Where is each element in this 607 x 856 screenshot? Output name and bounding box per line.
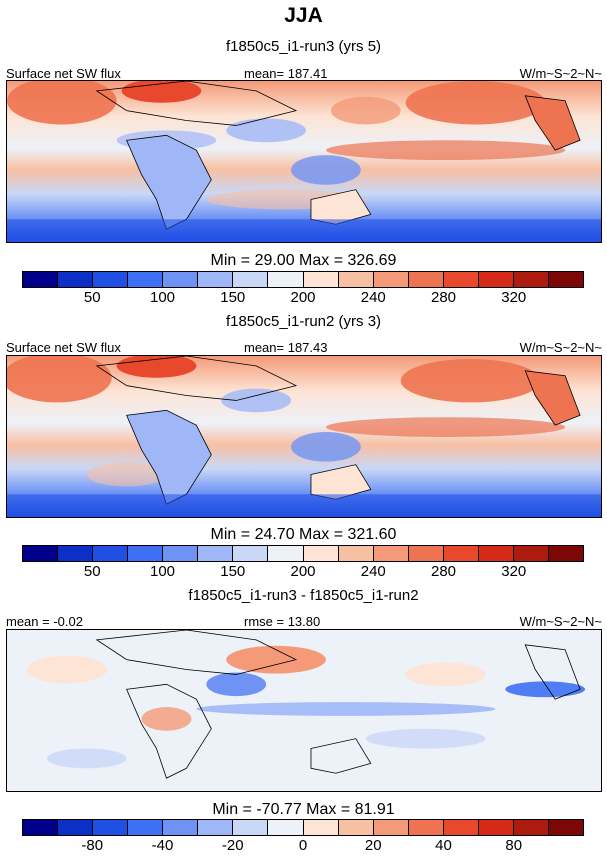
colorbar-tick-label: 200 (290, 563, 316, 580)
colorbar-swatch (233, 272, 269, 287)
panel-1-title: f1850c5_i1-run3 (yrs 5) (225, 38, 382, 55)
colorbar-tick-label: 40 (435, 837, 452, 854)
colorbar-tick-label: 320 (501, 563, 527, 580)
colorbar-tick-label: -80 (81, 837, 104, 854)
colorbar-swatch (268, 272, 304, 287)
colorbar-swatch (233, 820, 269, 835)
colorbar-swatch (23, 820, 59, 835)
panel-1-mean-label: mean= 187.41 (244, 66, 328, 81)
colorbar-swatch (198, 546, 234, 561)
colorbar-tick-label: 100 (149, 289, 176, 306)
colorbar-tick-label: 80 (505, 837, 523, 854)
colorbar-swatch (408, 820, 444, 835)
colorbar-swatch (548, 820, 583, 835)
figure-title: JJA (284, 4, 323, 27)
colorbar-swatch (373, 272, 409, 287)
colorbar-swatch (198, 820, 234, 835)
colorbar-swatch (478, 272, 514, 287)
panel-1-minmax: Min = 29.00 Max = 326.69 (210, 252, 397, 269)
colorbar-tick-label: 200 (290, 289, 316, 306)
colorbar-tick-label: 280 (430, 563, 457, 580)
panel-2-colorbar-ticks: 50 100 150 200 240 280 320 (22, 563, 584, 581)
panel-2-minmax: Min = 24.70 Max = 321.60 (210, 526, 397, 543)
colorbar-tick-label: 50 (83, 289, 101, 306)
colorbar-swatch (513, 820, 549, 835)
colorbar-swatch (478, 820, 514, 835)
panel-3-rmse-label: rmse = 13.80 (244, 614, 321, 629)
panel-3-mean-label: mean = -0.02 (6, 614, 83, 629)
colorbar-tick-label: 150 (220, 289, 246, 306)
colorbar-swatch (23, 546, 59, 561)
colorbar-tick-label: 240 (360, 289, 386, 306)
colorbar-tick-label: 100 (149, 563, 176, 580)
panel-2-colorbar (22, 545, 584, 562)
colorbar-swatch (303, 546, 339, 561)
colorbar-swatch (93, 546, 129, 561)
colorbar-swatch (163, 546, 199, 561)
colorbar-swatch (478, 546, 514, 561)
colorbar-swatch (338, 820, 374, 835)
colorbar-tick-label: -20 (221, 837, 244, 854)
colorbar-swatch (548, 546, 583, 561)
colorbar-swatch (408, 272, 444, 287)
colorbar-swatch (58, 546, 94, 561)
colorbar-swatch (373, 820, 409, 835)
colorbar-tick-label: 320 (501, 289, 527, 306)
colorbar-swatch (93, 820, 129, 835)
colorbar-tick-label: 20 (364, 837, 382, 854)
panel-1-colorbar (22, 271, 584, 288)
panel-3-minmax: Min = -70.77 Max = 81.91 (212, 801, 395, 818)
colorbar-swatch (128, 546, 164, 561)
colorbar-tick-label: -40 (151, 837, 174, 854)
colorbar-swatch (513, 272, 549, 287)
colorbar-swatch (268, 546, 304, 561)
colorbar-swatch (198, 272, 234, 287)
colorbar-swatch (128, 820, 164, 835)
colorbar-swatch (233, 546, 269, 561)
panel-3-colorbar-ticks: -80 -40 -20 0 20 40 80 (22, 837, 584, 855)
colorbar-swatch (443, 546, 479, 561)
colorbar-swatch (513, 546, 549, 561)
colorbar-swatch (58, 820, 94, 835)
panel-2-map (6, 355, 602, 518)
colorbar-swatch (338, 546, 374, 561)
colorbar-tick-label: 280 (430, 289, 457, 306)
panel-1-units-label: W/m~S~2~N~ (519, 66, 602, 81)
colorbar-tick-label: 240 (360, 563, 386, 580)
colorbar-swatch (23, 272, 59, 287)
panel-2-title: f1850c5_i1-run2 (yrs 3) (225, 313, 382, 330)
colorbar-tick-label: 50 (83, 563, 101, 580)
colorbar-swatch (58, 272, 94, 287)
colorbar-swatch (303, 272, 339, 287)
panel-1-map (6, 80, 602, 243)
colorbar-swatch (443, 820, 479, 835)
colorbar-swatch (303, 820, 339, 835)
colorbar-swatch (443, 272, 479, 287)
colorbar-swatch (338, 272, 374, 287)
panel-3-map (6, 629, 602, 792)
colorbar-swatch (163, 272, 199, 287)
panel-2-mean-label: mean= 187.43 (244, 340, 328, 355)
panel-1-colorbar-ticks: 50 100 150 200 240 280 320 (22, 289, 584, 307)
panel-2-units-label: W/m~S~2~N~ (519, 340, 602, 355)
colorbar-swatch (373, 546, 409, 561)
colorbar-tick-label: 0 (298, 837, 308, 854)
colorbar-swatch (268, 820, 304, 835)
colorbar-swatch (163, 820, 199, 835)
panel-1-variable-label: Surface net SW flux (6, 66, 121, 81)
colorbar-swatch (93, 272, 129, 287)
colorbar-tick-label: 150 (220, 563, 246, 580)
panel-3-title: f1850c5_i1-run3 - f1850c5_i1-run2 (188, 587, 419, 604)
panel-3-colorbar (22, 819, 584, 836)
colorbar-swatch (128, 272, 164, 287)
panel-2-variable-label: Surface net SW flux (6, 340, 121, 355)
colorbar-swatch (548, 272, 583, 287)
panel-3-units-label: W/m~S~2~N~ (519, 614, 602, 629)
colorbar-swatch (408, 546, 444, 561)
